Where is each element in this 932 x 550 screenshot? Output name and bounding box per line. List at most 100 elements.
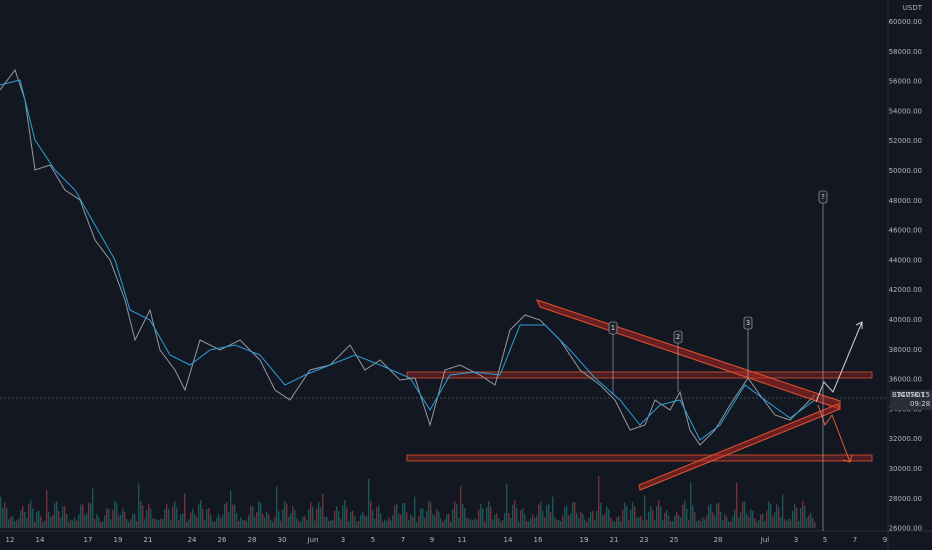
time-label: 3 [794, 536, 798, 544]
volume-bar [460, 486, 462, 528]
volume-bar [154, 518, 156, 528]
volume-bar [20, 510, 22, 528]
volume-bar [554, 517, 556, 528]
volume-bar [612, 520, 614, 528]
volume-bar [50, 516, 52, 528]
volume-bar [284, 500, 286, 528]
volume-bar [670, 521, 672, 528]
volume-bar [384, 519, 386, 528]
volume-bar [142, 505, 144, 528]
volume-bar [246, 521, 248, 528]
volume-bar [300, 521, 302, 528]
volume-bar [518, 521, 520, 528]
volume-bar [218, 514, 220, 528]
volume-bar [124, 512, 126, 528]
volume-bar [488, 500, 490, 528]
volume-bar [708, 505, 710, 528]
volume-bar [448, 513, 450, 528]
current-price: 34776.15 [897, 391, 930, 399]
marker-badge [608, 321, 618, 335]
volume-bar [224, 503, 226, 528]
time-label: 26 [218, 536, 227, 544]
volume-bar [492, 519, 494, 528]
volume-bar [776, 504, 778, 528]
volume-bar [136, 521, 138, 528]
volume-bar [788, 518, 790, 528]
volume-bar [30, 500, 32, 528]
volume-bar [206, 509, 208, 528]
volume-bar [648, 511, 650, 528]
volume-bar [430, 502, 432, 528]
time-label: 25 [670, 536, 679, 544]
time-label: 16 [534, 536, 543, 544]
volume-bar [106, 508, 108, 528]
volume-bar [230, 491, 232, 528]
volume-bar [304, 516, 306, 528]
volume-bar [720, 511, 722, 528]
volume-bar [222, 514, 224, 528]
volume-bar [442, 521, 444, 528]
volume-bar [162, 519, 164, 528]
volume-bar [84, 514, 86, 528]
volume-bar [332, 519, 334, 528]
volume-bar [398, 513, 400, 528]
volume-bar [188, 519, 190, 528]
volume-bar [76, 520, 78, 528]
volume-bar [490, 506, 492, 528]
volume-bar [650, 506, 652, 528]
price-label: 54000.00 [889, 107, 922, 115]
volume-bar [280, 520, 282, 528]
volume-bar [692, 505, 694, 528]
volume-bar [628, 519, 630, 528]
volume-bar [680, 517, 682, 528]
volume-bar [696, 521, 698, 528]
price-label: 32000.00 [889, 435, 922, 443]
countdown: 09:28 [910, 400, 930, 408]
volume-bar [506, 483, 508, 528]
volume-bar [2, 507, 4, 528]
volume-bar [256, 512, 258, 528]
price-unit: USDT [903, 4, 923, 12]
volume-bar [732, 516, 734, 528]
volume-bar [476, 519, 478, 528]
volume-bar [58, 510, 60, 528]
time-label: 28 [248, 536, 257, 544]
volume-bar [656, 506, 658, 528]
volume-bar [14, 521, 16, 528]
volume-bar [618, 516, 620, 528]
volume-bar [272, 521, 274, 528]
volume-bar [408, 519, 410, 528]
volume-bar [444, 519, 446, 528]
volume-bar [36, 511, 38, 528]
volume-bar [158, 519, 160, 528]
volume-bar [592, 510, 594, 528]
volume-bar [152, 518, 154, 528]
volume-bar [606, 506, 608, 528]
volume-bar [290, 512, 292, 528]
volume-bar [336, 506, 338, 528]
volume-bar [754, 518, 756, 528]
volume-bar [112, 509, 114, 528]
symbol: BTCUSDT [892, 391, 926, 399]
volume-bar [168, 509, 170, 528]
volume-bar [74, 517, 76, 528]
time-label: 23 [640, 536, 649, 544]
volume-bar [192, 508, 194, 528]
volume-bar [366, 516, 368, 528]
volume-bar [704, 519, 706, 528]
volume-bar [140, 501, 142, 528]
volume-bar [286, 503, 288, 528]
volume-bar [38, 510, 40, 528]
volume-bar [772, 516, 774, 528]
volume-bar [406, 512, 408, 528]
volume-bar [802, 500, 804, 528]
volume-bar [748, 516, 750, 528]
volume-bar [130, 519, 132, 528]
time-label: 21 [610, 536, 619, 544]
time-label: 14 [36, 536, 45, 544]
volume-bar [150, 508, 152, 528]
volume-bar [524, 514, 526, 528]
volume-bar [254, 516, 256, 528]
volume-bar [104, 515, 106, 528]
volume-bar [644, 495, 646, 528]
